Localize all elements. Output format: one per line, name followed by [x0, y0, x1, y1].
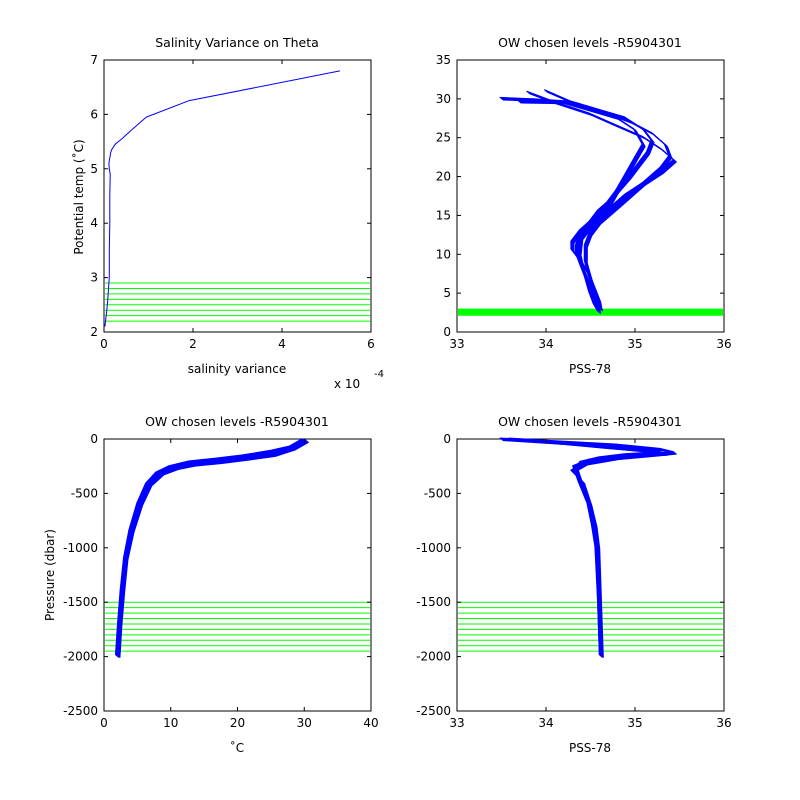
- x-axis-label: PSS-78: [569, 362, 611, 376]
- panel-temperature-pressure: OW chosen levels -R5904301 ˚C Pressure (…: [43, 414, 379, 755]
- series-line: [118, 441, 309, 658]
- x-tick-label: 33: [449, 716, 464, 730]
- x-tick-label: 30: [297, 716, 312, 730]
- y-tick-label: 0: [90, 432, 98, 446]
- y-tick-label: 5: [443, 286, 451, 300]
- y-tick-label: 25: [436, 131, 451, 145]
- y-tick-label: 35: [436, 53, 451, 67]
- y-tick-label: 2: [90, 325, 98, 339]
- x-axis-multiplier-exponent: -4: [374, 369, 384, 380]
- y-axis-label: Pressure (dbar): [43, 529, 57, 621]
- y-tick-label: -1000: [63, 541, 98, 555]
- series-line: [117, 440, 308, 657]
- x-tick-label: 0: [100, 337, 108, 351]
- x-axis-label: salinity variance: [188, 362, 287, 376]
- x-tick-label: 35: [627, 337, 642, 351]
- y-tick-label: 15: [436, 208, 451, 222]
- y-tick-label: -500: [71, 486, 98, 500]
- y-axis-label: Potential temp (˚C): [71, 139, 86, 254]
- y-tick-label: 3: [90, 271, 98, 285]
- plot-area: 0 10 20 30 40 -2500 -2000 -1500 -1000 -500 0: [63, 432, 379, 730]
- y-tick-label: -1500: [416, 595, 451, 609]
- axes-box: [103, 438, 372, 712]
- profiles: [499, 437, 677, 658]
- chosen-levels: [105, 282, 370, 322]
- series-line: [104, 70, 340, 327]
- y-tick-label: 7: [90, 53, 98, 67]
- series-line: [115, 439, 307, 656]
- profiles: [114, 438, 310, 658]
- profiles: [499, 89, 677, 314]
- series-line: [116, 440, 308, 657]
- x-tick-label: 0: [100, 716, 108, 730]
- y-tick-label: 5: [90, 162, 98, 176]
- x-axis-multiplier: x 10: [334, 377, 360, 391]
- chosen-levels: [458, 308, 723, 316]
- series-line: [529, 93, 677, 314]
- profiles: [104, 70, 340, 327]
- panel-theta-salinity: OW chosen levels -R5904301 PSS-78 33 34 35…: [436, 35, 732, 376]
- axes-box: [456, 438, 725, 712]
- y-tick-label: -2000: [63, 650, 98, 664]
- y-tick-label: 6: [90, 107, 98, 121]
- x-axis-label: PSS-78: [569, 741, 611, 755]
- series-line: [118, 441, 310, 658]
- x-tick-label: 36: [716, 337, 731, 351]
- panel-title: OW chosen levels -R5904301: [498, 414, 682, 429]
- y-tick-label: -1000: [416, 541, 451, 555]
- plot-area: 33 34 35 36 0 5 10 15 20 25 30 35: [436, 53, 732, 351]
- chosen-levels: [458, 601, 723, 652]
- ticks: 33 34 35 36 0 5 10 15 20 25 30 35: [436, 53, 732, 351]
- x-tick-label: 40: [363, 716, 378, 730]
- y-tick-label: 30: [436, 92, 451, 106]
- y-tick-label: -2500: [416, 704, 451, 718]
- x-tick-label: 2: [189, 337, 197, 351]
- x-tick-label: 6: [367, 337, 375, 351]
- y-tick-label: 4: [90, 216, 98, 230]
- plot-area: 33 34 35 36 -2500 -2000 -1500 -1000 -500 0: [416, 432, 732, 730]
- x-tick-label: 34: [538, 716, 553, 730]
- ticks: 33 34 35 36 -2500 -2000 -1500 -1000 -500 0: [416, 432, 732, 730]
- panel-title: OW chosen levels -R5904301: [145, 414, 329, 429]
- x-tick-label: 20: [230, 716, 245, 730]
- series-line: [538, 441, 668, 658]
- y-tick-label: -2000: [416, 650, 451, 664]
- y-tick-label: 0: [443, 432, 451, 446]
- series-line: [114, 438, 303, 656]
- y-tick-label: 0: [443, 325, 451, 339]
- x-tick-label: 36: [716, 716, 731, 730]
- series-line: [116, 439, 307, 656]
- x-tick-label: 35: [627, 716, 642, 730]
- panel-salinity-pressure: OW chosen levels -R5904301 PSS-78 33 34 35…: [416, 414, 732, 755]
- y-tick-label: -1500: [63, 595, 98, 609]
- panel-title: OW chosen levels -R5904301: [498, 35, 682, 50]
- axes-box: [103, 59, 372, 333]
- y-tick-label: 20: [436, 170, 451, 184]
- x-axis-label: ˚C: [230, 740, 244, 755]
- chosen-levels: [105, 601, 370, 652]
- x-tick-label: 4: [278, 337, 286, 351]
- y-tick-label: 10: [436, 247, 451, 261]
- x-tick-label: 10: [163, 716, 178, 730]
- panel-title: Salinity Variance on Theta: [155, 35, 319, 50]
- panel-salinity-variance: Salinity Variance on Theta salinity vari…: [71, 35, 384, 391]
- y-tick-label: -2500: [63, 704, 98, 718]
- ticks: 0 10 20 30 40 -2500 -2000 -1500 -1000 -500 0: [63, 432, 379, 730]
- x-tick-label: 33: [449, 337, 464, 351]
- x-tick-label: 34: [538, 337, 553, 351]
- series-line: [511, 439, 677, 658]
- y-tick-label: -500: [424, 486, 451, 500]
